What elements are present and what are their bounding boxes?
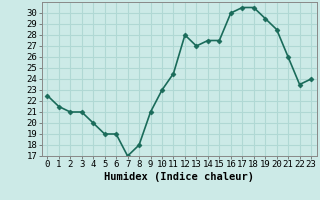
X-axis label: Humidex (Indice chaleur): Humidex (Indice chaleur) <box>104 172 254 182</box>
